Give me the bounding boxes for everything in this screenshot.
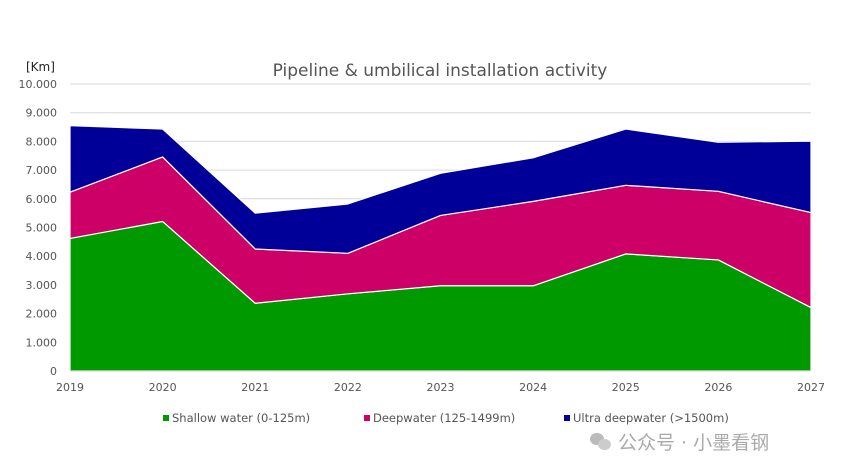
legend-label: Shallow water (0-125m) [172,411,310,425]
x-tick-label: 2025 [612,381,640,394]
legend-label: Ultra deepwater (>1500m) [573,411,729,425]
watermark: 公众号 · 小墨看钢 [590,428,769,455]
y-tick-label: 5.000 [26,222,58,235]
legend-swatch [564,415,570,421]
legend-swatch [364,415,370,421]
x-tick-label: 2024 [519,381,547,394]
area-ultra [69,125,812,254]
y-tick-label: 4.000 [26,250,58,263]
x-tick-label: 2026 [704,381,732,394]
y-tick-label: 8.000 [26,135,58,148]
y-tick-label: 7.000 [26,164,58,177]
y-tick-label: 2.000 [26,308,58,321]
y-tick-label: 0 [50,365,57,378]
legend-label: Deepwater (125-1499m) [373,411,515,425]
legend-swatch [163,415,169,421]
chart-title: Pipeline & umbilical installation activi… [273,61,608,81]
x-tick-label: 2020 [149,381,177,394]
y-tick-label: 6.000 [26,193,58,206]
y-tick-label: 9.000 [26,107,58,120]
y-axis-label: [Km] [26,60,55,74]
watermark-text: 公众号 · 小墨看钢 [618,432,770,454]
x-tick-label: 2027 [797,381,825,394]
y-tick-label: 10.000 [19,78,58,91]
x-tick-label: 2021 [241,381,269,394]
y-tick-label: 1.000 [26,336,58,349]
x-tick-label: 2019 [56,381,84,394]
wechat-icon [590,432,612,451]
x-tick-label: 2023 [427,381,455,394]
x-tick-label: 2022 [334,381,362,394]
y-tick-label: 3.000 [26,279,58,292]
